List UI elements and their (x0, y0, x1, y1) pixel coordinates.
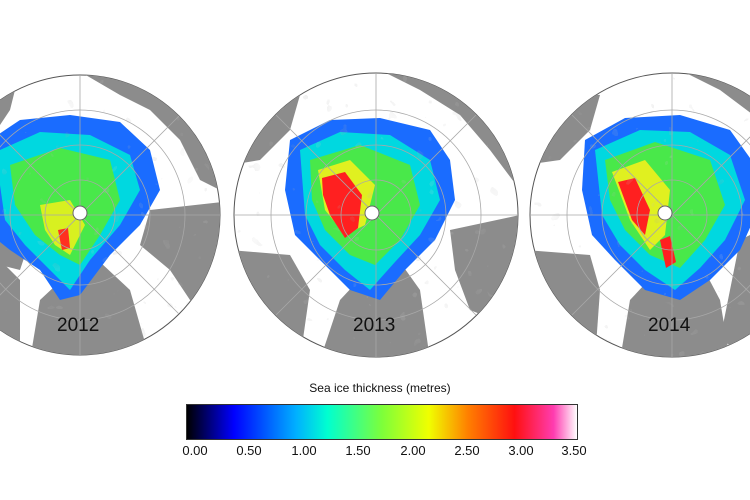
colorbar-title: Sea ice thickness (metres) (309, 381, 451, 395)
map-2013 (233, 72, 519, 358)
year-label-2012: 2012 (57, 315, 100, 336)
map-2014 (529, 72, 750, 358)
colorbar-tick: 0.00 (182, 443, 208, 458)
colorbar-tick: 0.50 (236, 443, 262, 458)
pole-marker (364, 205, 380, 221)
colorbar-tick: 2.50 (454, 443, 480, 458)
colorbar-tick: 3.00 (508, 443, 534, 458)
pole-marker (72, 205, 88, 221)
colorbar (186, 404, 578, 440)
colorbar-tick: 3.50 (561, 443, 587, 458)
map-2012 (0, 74, 221, 356)
year-label-2014: 2014 (648, 315, 691, 336)
colorbar-tick: 1.50 (345, 443, 371, 458)
colorbar-tick: 1.00 (291, 443, 317, 458)
sea-ice-maps (0, 72, 750, 358)
pole-marker (657, 205, 673, 221)
colorbar-tick: 2.00 (400, 443, 426, 458)
year-label-2013: 2013 (353, 315, 396, 336)
